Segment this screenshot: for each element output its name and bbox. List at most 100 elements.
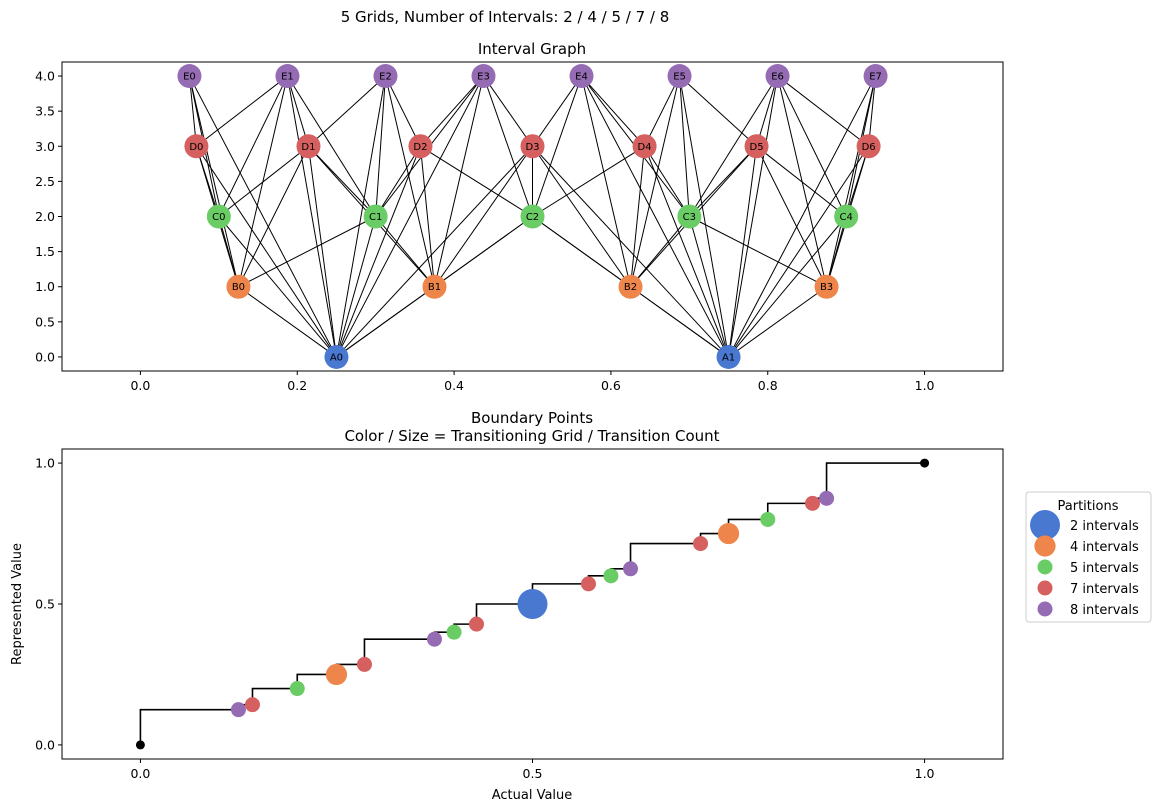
- y-axis-label: Represented Value: [10, 543, 25, 665]
- node-E1: [275, 64, 300, 89]
- graph-edge: [308, 75, 386, 147]
- node-E3: [471, 64, 496, 89]
- graph-edge: [434, 216, 533, 288]
- interval-graph-title: Interval Graph: [478, 40, 586, 58]
- boundary-points-title-line1: Boundary Points: [471, 409, 593, 427]
- graph-edge: [532, 75, 582, 147]
- graph-edge: [375, 146, 421, 217]
- node-C1: [363, 204, 388, 229]
- interval-graph-frame: [61, 61, 1004, 372]
- graph-edge: [287, 75, 377, 217]
- boundary-point-grid-7: [356, 656, 372, 672]
- node-label-E5: E5: [673, 72, 686, 83]
- node-label-D1: D1: [301, 142, 315, 153]
- node-label-E4: E4: [575, 72, 588, 83]
- node-label-D0: D0: [189, 142, 203, 153]
- boundary-points-frame: [61, 448, 1004, 760]
- node-E5: [667, 64, 692, 89]
- graph-edge: [756, 146, 828, 287]
- graph-edge: [728, 75, 779, 358]
- y-tick-label: 0.5: [35, 597, 55, 612]
- graph-edge: [728, 146, 758, 358]
- y-tick-label: 1.5: [35, 244, 55, 259]
- graph-edge: [188, 75, 337, 358]
- node-B0: [226, 274, 251, 299]
- graph-edge: [728, 286, 827, 358]
- endpoint-marker: [920, 458, 930, 468]
- graph-edge: [845, 146, 870, 217]
- node-D1: [296, 134, 321, 159]
- graph-edge: [728, 75, 877, 358]
- y-tick-label: 0.5: [35, 314, 55, 329]
- node-label-E6: E6: [771, 72, 784, 83]
- node-B1: [422, 274, 447, 299]
- graph-edge: [336, 75, 484, 358]
- boundary-point-grid-7: [580, 576, 596, 592]
- boundary-point-grid-8: [623, 561, 639, 577]
- graph-edge: [286, 75, 309, 147]
- boundary-point-grid-7: [693, 536, 709, 552]
- graph-edge: [679, 75, 730, 358]
- boundary-point-grid-5: [760, 511, 776, 527]
- node-E0: [177, 64, 202, 89]
- graph-edge: [218, 145, 309, 217]
- graph-edge: [532, 216, 631, 288]
- node-label-E3: E3: [477, 72, 490, 83]
- graph-edge: [532, 75, 582, 217]
- boundary-point-grid-8: [230, 702, 246, 718]
- node-D4: [632, 134, 657, 159]
- legend-label-8: 8 intervals: [1070, 603, 1139, 618]
- partitions-legend: Partitions 2 intervals 4 intervals 5 inter…: [1025, 491, 1152, 623]
- node-label-B3: B3: [820, 282, 833, 293]
- x-tick-label: 0.4: [444, 378, 464, 393]
- boundary-point-grid-7: [805, 495, 821, 511]
- x-tick-label: 0.0: [130, 378, 150, 393]
- graph-edge: [375, 216, 435, 288]
- node-B2: [618, 274, 643, 299]
- graph-edge: [335, 146, 421, 358]
- x-tick-label: 0.8: [758, 378, 778, 393]
- graph-edge: [581, 75, 729, 358]
- node-C3: [677, 204, 702, 229]
- graph-edge: [630, 75, 681, 287]
- node-A1: [716, 344, 741, 369]
- node-C2: [520, 204, 545, 229]
- boundary-point-grid-7: [469, 616, 485, 632]
- interval-graph-panel: Interval Graph A0 A1 B0 B1 B2 B3 C0 C1 C2 C3 C4 D0 D…: [35, 40, 1004, 393]
- boundary-point-grid-5: [289, 681, 305, 697]
- legend-entries: 2 intervals 4 intervals 5 intervals 7 inter…: [1030, 510, 1139, 618]
- graph-edge: [581, 75, 632, 287]
- node-label-A0: A0: [330, 352, 343, 363]
- graph-edge: [218, 216, 337, 358]
- x-tick-label: 1.0: [915, 378, 935, 393]
- node-label-E2: E2: [379, 72, 392, 83]
- graph-edge: [756, 75, 779, 147]
- interval-graph-axes: 0.0 0.2 0.4 0.6 0.8 1.0 0.0 0.5 1.0 1.5 2.0 2.5 3.0 3…: [35, 69, 934, 393]
- node-label-E0: E0: [183, 72, 196, 83]
- legend-marker-2: [1030, 510, 1060, 540]
- graph-edge: [777, 75, 869, 147]
- boundary-point-grid-4: [717, 522, 740, 545]
- node-E4: [569, 64, 594, 89]
- graph-edge: [644, 146, 730, 358]
- y-tick-label: 1.0: [35, 456, 55, 471]
- graph-edge: [434, 145, 533, 288]
- graph-edge: [688, 75, 778, 217]
- node-label-C0: C0: [212, 212, 225, 223]
- node-label-C2: C2: [526, 212, 539, 223]
- node-label-D4: D4: [638, 142, 652, 153]
- graph-edge: [826, 75, 877, 287]
- y-tick-label: 3.5: [35, 104, 55, 119]
- node-E7: [863, 64, 888, 89]
- node-label-B2: B2: [624, 282, 637, 293]
- graph-edge: [688, 216, 730, 358]
- legend-label-7: 7 intervals: [1070, 582, 1139, 597]
- node-label-D5: D5: [750, 142, 764, 153]
- graph-edge: [238, 286, 337, 358]
- graph-edge: [336, 145, 533, 358]
- graph-edge: [195, 145, 337, 358]
- graph-edge: [679, 75, 757, 147]
- interval-graph-nodes: A0 A1 B0 B1 B2 B3 C0 C1 C2 C3 C4 D0 D1 D2 D3 D4 D5 D6 E0 E1…: [177, 64, 888, 369]
- x-tick-label: 0.0: [130, 766, 150, 781]
